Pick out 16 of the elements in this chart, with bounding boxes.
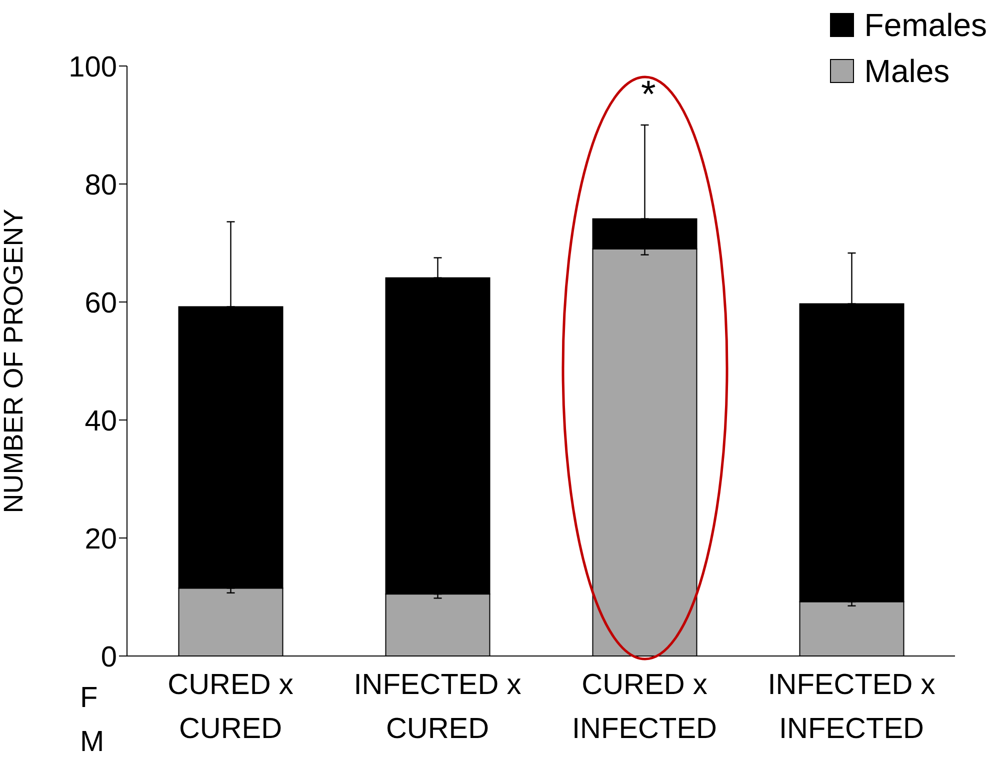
y-tick-label: 0 <box>100 641 117 674</box>
text: M <box>80 726 104 759</box>
x-tick-label: INFECTED x CURED <box>354 669 522 745</box>
y-tick-label: 60 <box>84 287 117 320</box>
x-tick-label: CURED x CURED <box>168 669 294 745</box>
x-tick-label: CURED x INFECTED <box>572 669 717 745</box>
x-tick-label: INFECTED x INFECTED <box>768 669 936 745</box>
legend-label: Females <box>864 6 987 44</box>
y-tick-label: 80 <box>84 169 117 202</box>
y-tick-label: 40 <box>84 405 117 438</box>
y-tick-label: 20 <box>84 523 117 556</box>
y-tick-label: 100 <box>68 51 117 84</box>
legend-label: Males <box>864 52 950 90</box>
text: F <box>80 682 98 715</box>
annotation: * <box>641 74 656 117</box>
y-axis-title: NUMBER OF PROGENY <box>0 208 29 514</box>
